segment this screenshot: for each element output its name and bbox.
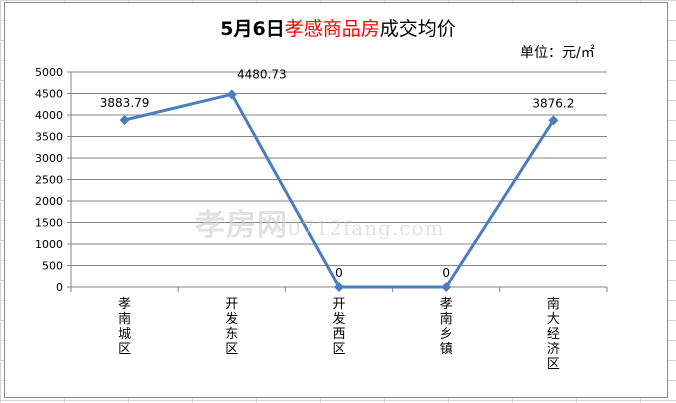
data-label: 3876.2 [532,96,574,110]
x-tick-label-char: 孝 [118,297,131,312]
x-tick-label-char: 西 [332,327,345,342]
x-tick-label-char: 南 [547,296,560,312]
data-point-marker [441,282,452,292]
x-tick-label-char: 开 [332,297,345,312]
watermark-brand: 孝房网 [195,208,288,243]
x-tick-label-char: 经 [547,327,560,342]
data-point-marker [226,89,237,100]
y-tick-label: 1000 [35,238,63,251]
x-tick-label-char: 东 [225,327,238,342]
data-label: 3883.79 [100,96,150,110]
x-tick-label-char: 乡 [440,327,453,342]
chart-frame [4,2,668,398]
y-tick-label: 3500 [35,131,63,144]
data-label: 0 [335,266,343,280]
title-suffix: 成交均价 [379,18,456,40]
y-tick-label: 1500 [35,217,63,230]
x-tick-label-char: 大 [547,312,560,327]
x-tick-label-char: 南 [440,311,453,327]
series-line [124,92,555,289]
x-tick-label-char: 镇 [440,342,453,357]
y-tick-label: 5000 [35,66,63,79]
watermark-site: 0712fang.com [288,216,445,240]
y-tick-label: 0 [56,281,63,294]
unit-label: 单位：元/㎡ [520,45,595,61]
watermark: 孝房网0712fang.com [195,200,444,244]
data-label: 4480.73 [237,67,287,81]
y-tick-label: 3000 [35,152,63,165]
x-tick-label-char: 区 [332,342,345,357]
y-tick-label: 4500 [35,88,63,101]
x-tick-label-char: 城 [118,327,131,342]
data-point-marker [548,115,559,126]
x-tick-label-char: 区 [118,342,131,357]
data-label: 0 [442,266,450,280]
x-tick-label-char: 区 [225,342,238,357]
x-tick-label-char: 发 [225,311,238,327]
chart-title: 5月6日孝感商品房成交均价 [0,14,676,41]
y-tick-label: 4000 [35,109,63,122]
data-point-marker [334,282,344,292]
data-point-marker [119,114,130,125]
x-tick-label-char: 孝 [440,297,453,312]
title-date: 5月6日 [220,18,285,40]
title-highlight: 孝感商品房 [284,18,380,40]
x-tick-label-char: 南 [118,311,131,327]
x-tick-label-char: 开 [225,297,238,312]
y-tick-label: 2500 [35,174,63,187]
x-tick-label-char: 区 [547,357,560,372]
y-tick-label: 2000 [35,195,63,208]
y-tick-label: 500 [42,260,63,273]
x-tick-label-char: 济 [547,342,560,357]
x-tick-label-char: 发 [332,311,345,327]
